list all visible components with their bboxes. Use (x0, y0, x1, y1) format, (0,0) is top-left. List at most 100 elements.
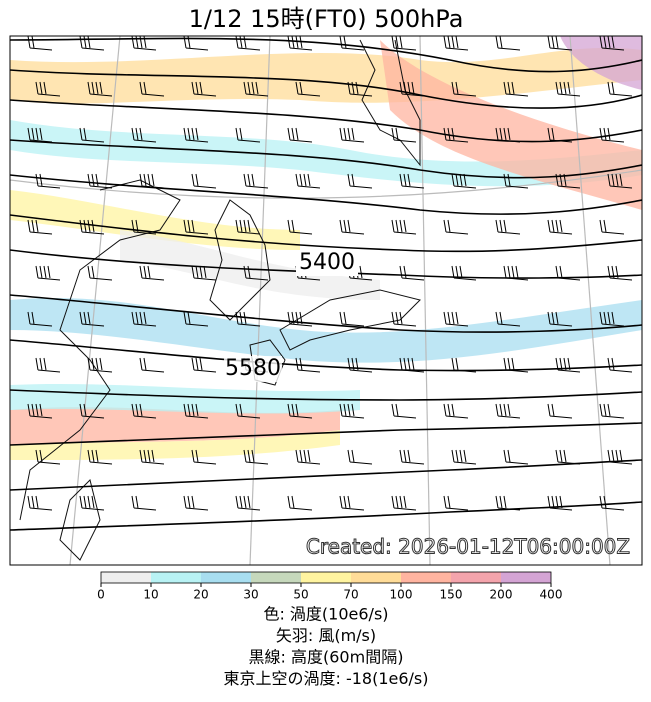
wind-barb (27, 127, 53, 143)
colorbar-segment (451, 572, 501, 583)
wind-barb (139, 449, 165, 465)
wind-barb (607, 173, 633, 189)
wind-barb (443, 403, 469, 419)
wind-barb (131, 36, 157, 51)
wind-barb (131, 311, 157, 327)
wind-barb (339, 36, 365, 51)
wind-barb (339, 127, 365, 143)
colorbar-segment (101, 572, 151, 583)
wind-barb (131, 403, 157, 419)
colorbar-segment (351, 572, 401, 583)
wind-barb (451, 357, 477, 373)
wind-barb (495, 219, 521, 235)
colorbar-frame (100, 571, 552, 584)
colorbar-tick-label: 10 (143, 588, 158, 602)
wind-barb (27, 311, 53, 327)
wind-barb (347, 81, 373, 97)
wind-barb (191, 449, 217, 465)
wind-barb (235, 403, 261, 419)
wind-barb (87, 265, 113, 281)
wind-barb (79, 311, 105, 327)
wind-barb (243, 265, 269, 281)
colorbar-segment (401, 572, 451, 583)
wind-barb (495, 127, 521, 143)
wind-barb (27, 36, 53, 51)
wind-barb (35, 449, 61, 465)
wind-barb (391, 36, 417, 51)
wind-barb (287, 127, 313, 143)
wind-barb (235, 219, 261, 235)
colorbar-tick-label: 200 (490, 588, 513, 602)
wind-barb (139, 265, 165, 281)
wind-barb (347, 173, 373, 189)
wind-barb (79, 403, 105, 419)
wind-barb (607, 265, 633, 281)
wind-barb (295, 357, 321, 373)
wind-barb (131, 219, 157, 235)
wind-barb (451, 449, 477, 465)
wind-barb (183, 219, 209, 235)
wind-barb (35, 81, 61, 97)
wind-barb (503, 449, 529, 465)
wind-barb (391, 495, 417, 511)
wind-barb (287, 219, 313, 235)
wind-barb (451, 81, 477, 97)
wind-barb (295, 173, 321, 189)
wind-barb (339, 219, 365, 235)
wind-barb (139, 81, 165, 97)
wind-barb (391, 311, 417, 327)
wind-barb (503, 173, 529, 189)
legend-line: 黒線: 高度(60m間隔) (249, 648, 404, 667)
wind-barb (547, 127, 573, 143)
wind-barb (131, 127, 157, 143)
wind-barb (183, 495, 209, 511)
wind-barb (295, 449, 321, 465)
wind-barb (607, 357, 633, 373)
wind-barb (547, 495, 573, 511)
wind-barb (243, 449, 269, 465)
wind-barb (27, 219, 53, 235)
wind-barb (399, 265, 425, 281)
wind-barb (235, 495, 261, 511)
wind-barb (243, 81, 269, 97)
colorbar-segment (251, 572, 301, 583)
wind-barb (79, 219, 105, 235)
wind-barb (607, 81, 633, 97)
wind-barb (139, 173, 165, 189)
colorbar-segment (301, 572, 351, 583)
wind-barb (139, 357, 165, 373)
legend-line: 色: 渦度(10e6/s) (263, 605, 388, 624)
wind-barb (599, 311, 625, 327)
wind-barb (191, 81, 217, 97)
wind-barb (547, 403, 573, 419)
wind-barb (235, 311, 261, 327)
legend-line: 矢羽: 風(m/s) (276, 626, 376, 645)
wind-barb (443, 495, 469, 511)
wind-barb (503, 81, 529, 97)
wind-barb (555, 357, 581, 373)
colorbar-tick-label: 50 (293, 588, 308, 602)
wind-barb (27, 495, 53, 511)
wind-barb (87, 173, 113, 189)
wind-barb (443, 127, 469, 143)
wind-barb (191, 357, 217, 373)
wind-barb (347, 449, 373, 465)
wind-barb (391, 127, 417, 143)
wind-barb (235, 36, 261, 51)
wind-barb (235, 127, 261, 143)
colorbar-segment (151, 572, 201, 583)
wind-barb (391, 219, 417, 235)
wind-barb (339, 403, 365, 419)
wind-barb (35, 173, 61, 189)
colorbar-tick-label: 70 (343, 588, 358, 602)
title: 1/12 15時(FT0) 500hPa (189, 5, 464, 33)
wind-barb (79, 495, 105, 511)
wind-barb (287, 495, 313, 511)
wind-barb (183, 127, 209, 143)
legend: 色: 渦度(10e6/s) 矢羽: 風(m/s) 黒線: 高度(60m間隔) 東京上空… (223, 605, 428, 689)
colorbar: 0 10 20 30 50 70 100 150 200 400 (97, 571, 562, 602)
wind-barb (555, 81, 581, 97)
colorbar-segment (501, 572, 551, 583)
wind-barb (27, 403, 53, 419)
